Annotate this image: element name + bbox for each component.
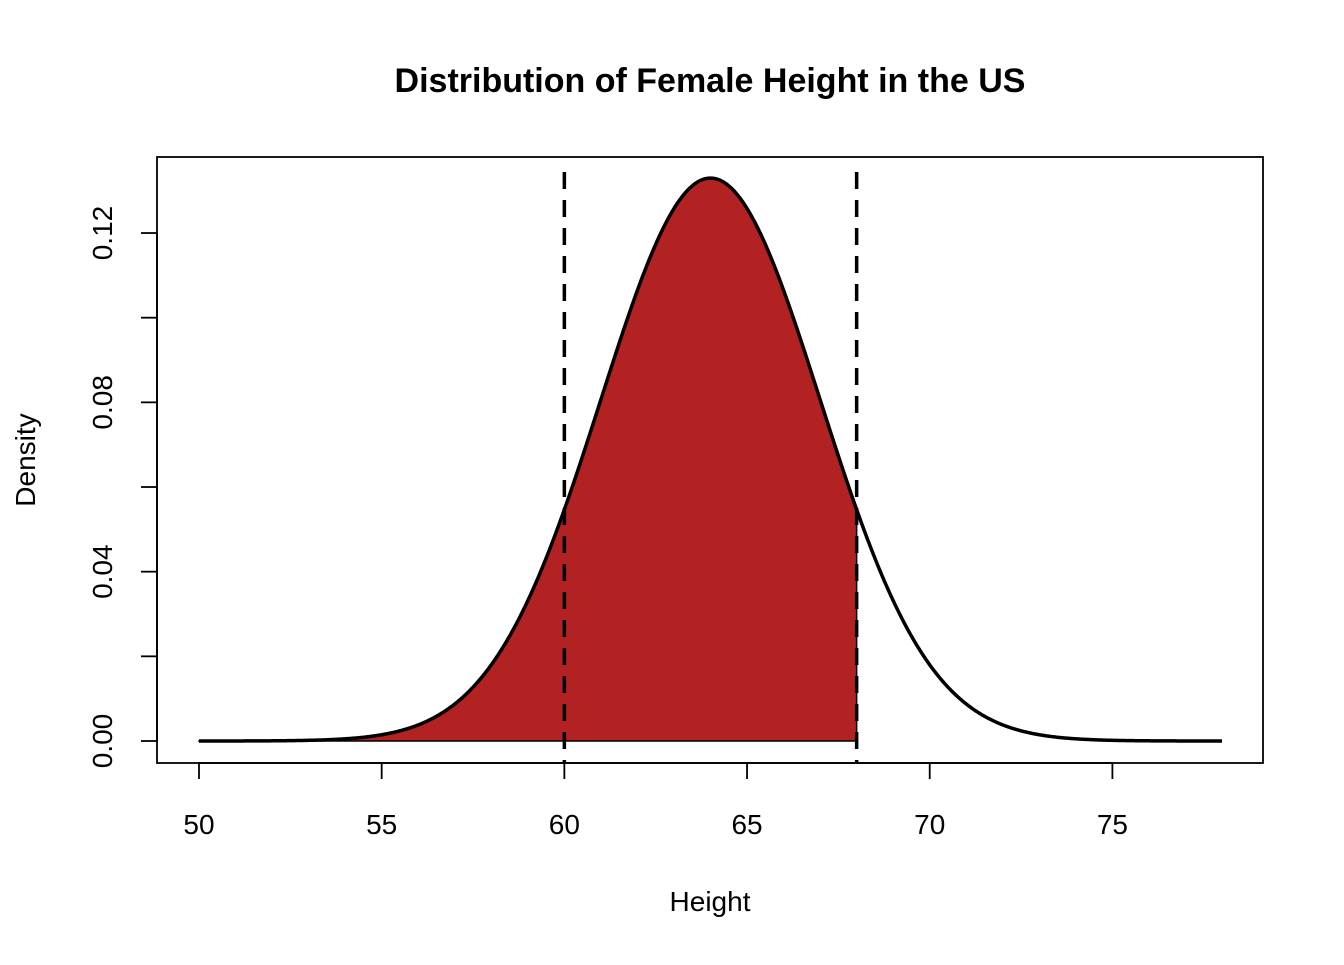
x-tick-label: 65 [731, 809, 762, 840]
density-curve-group [198, 176, 1223, 743]
x-axis-label: Height [670, 886, 751, 917]
plot-frame [156, 156, 1264, 764]
axes-group: 50 55 60 65 70 75 0.00 0.04 0.08 0.12 [87, 206, 1128, 840]
x-tick-label: 70 [914, 809, 945, 840]
y-tick-label: 0.08 [87, 375, 118, 430]
y-tick-label: 0.12 [87, 206, 118, 261]
density-curve-line [198, 176, 1223, 743]
y-tick-label: 0.04 [87, 544, 118, 599]
reference-lines-group [562, 172, 859, 763]
x-tick-label: 55 [366, 809, 397, 840]
y-tick-label: 0.00 [87, 714, 118, 769]
x-tick-label: 75 [1097, 809, 1128, 840]
chart-title: Distribution of Female Height in the US [395, 62, 1026, 100]
y-axis-label: Density [10, 413, 41, 506]
x-tick-label: 50 [183, 809, 214, 840]
x-tick-label: 60 [549, 809, 580, 840]
